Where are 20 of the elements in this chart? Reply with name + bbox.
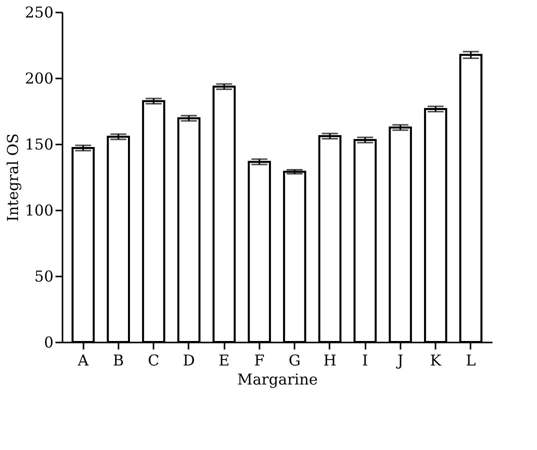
x-tick-label: H	[323, 352, 336, 370]
y-tick-label: 50	[34, 268, 54, 286]
y-tick-label: 100	[24, 202, 54, 220]
y-tick-label: 200	[24, 70, 54, 88]
x-tick-label: L	[466, 352, 476, 370]
x-tick-label: D	[182, 352, 195, 370]
x-tick-label: C	[148, 352, 160, 370]
y-tick-label: 150	[24, 136, 54, 154]
x-tick-label: A	[76, 352, 89, 370]
y-tick-label: 0	[44, 334, 54, 352]
x-tick-label: G	[288, 352, 301, 370]
y-axis-title: Integral OS	[4, 133, 22, 222]
y-tick-label: 250	[24, 4, 54, 22]
x-tick-label: B	[112, 352, 124, 370]
x-tick-label: J	[395, 352, 404, 370]
x-axis-title: Margarine	[237, 370, 318, 388]
x-tick-label: E	[218, 352, 230, 370]
x-tick-label: I	[362, 352, 368, 370]
x-tick-label: F	[254, 352, 265, 370]
x-tick-label: K	[430, 352, 442, 370]
